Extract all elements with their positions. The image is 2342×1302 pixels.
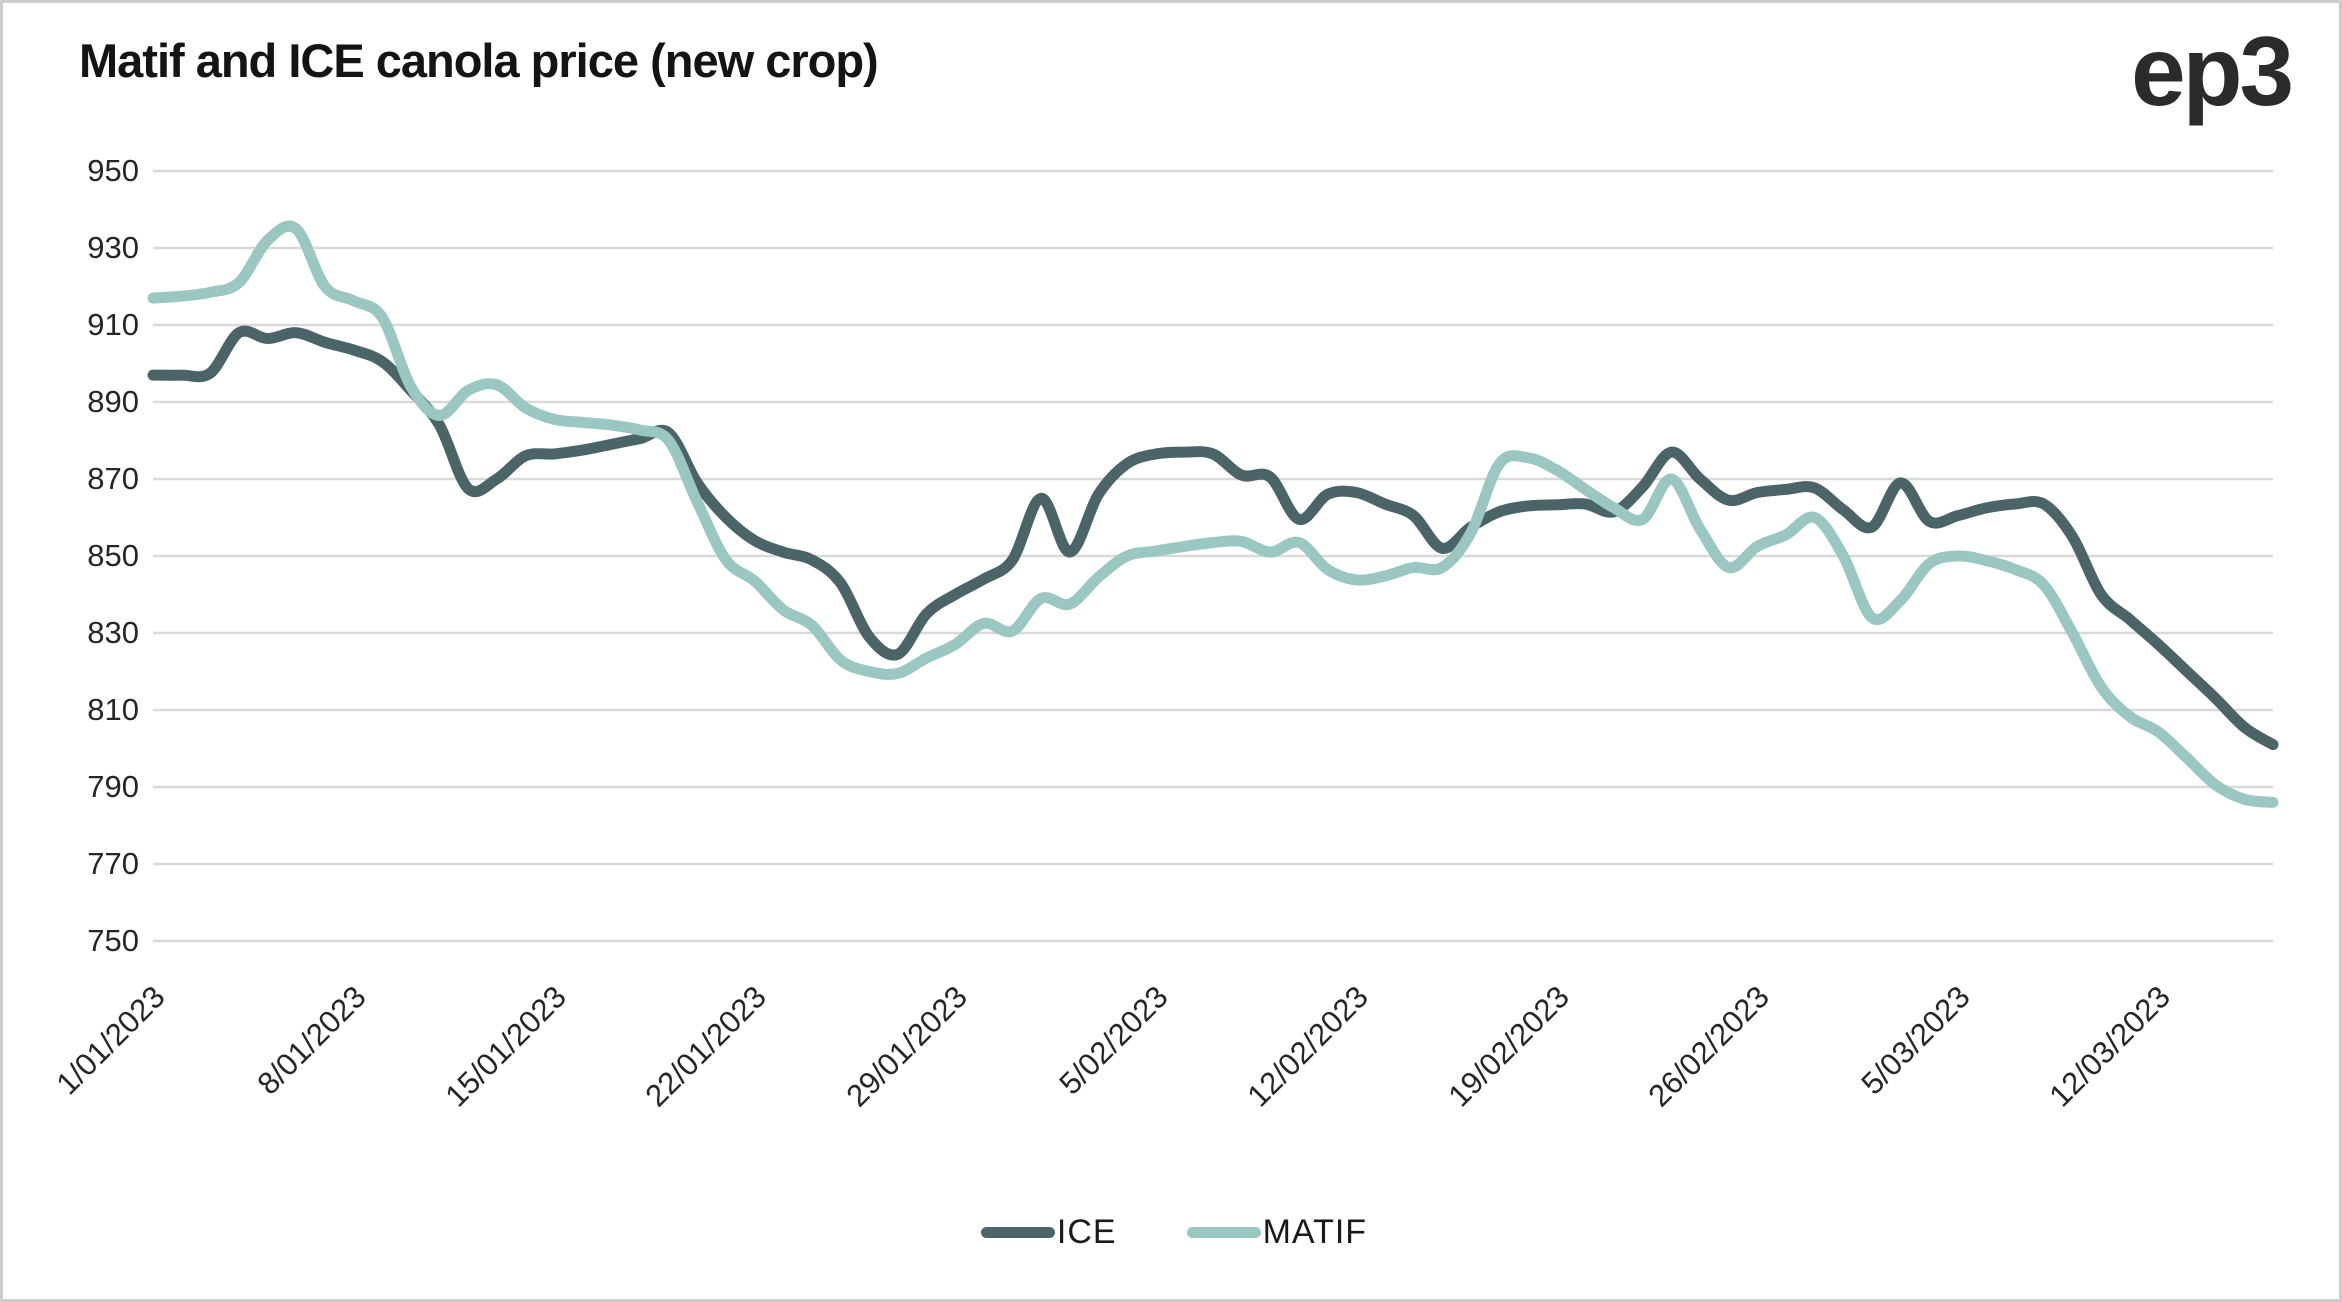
ep3-logo: ep3 [2131,16,2294,126]
y-axis-tick-label: 890 [87,384,139,419]
y-axis-tick-label: 850 [87,538,139,573]
y-axis-tick-label: 750 [87,923,139,958]
series-line-ice [147,325,2279,751]
y-axis-tick-label: 950 [87,153,139,188]
legend-item-ice: ICE [980,1213,1117,1252]
y-axis-tick-label: 810 [87,692,139,727]
legend-swatch-ice [980,1227,1055,1238]
y-axis-tick-label: 930 [87,230,139,265]
line-chart-plot [147,169,2279,943]
y-axis-tick-label: 830 [87,615,139,650]
y-axis-tick-label: 770 [87,846,139,881]
legend-label: MATIF [1262,1213,1368,1251]
y-axis-tick-label: 870 [87,461,139,496]
y-axis-tick-label: 790 [87,769,139,804]
series-line-matif [147,220,2279,808]
legend-label: ICE [1056,1213,1117,1251]
chart-title: Matif and ICE canola price (new crop) [79,34,879,87]
legend-item-matif: MATIF [1186,1213,1368,1252]
legend-swatch-matif [1186,1227,1261,1238]
y-axis-tick-label: 910 [87,307,139,342]
chart-legend: ICE MATIF [3,1213,2339,1252]
